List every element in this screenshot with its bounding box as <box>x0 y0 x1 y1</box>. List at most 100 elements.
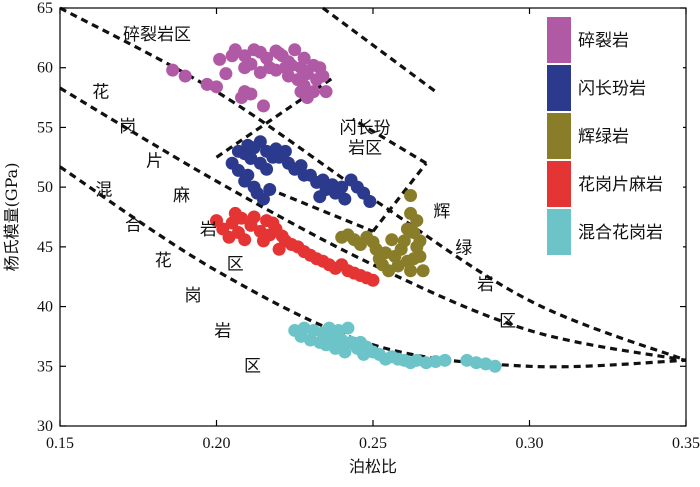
data-point-s1 <box>269 63 283 77</box>
data-point-s1 <box>210 80 223 94</box>
legend-swatch-5 <box>547 209 571 255</box>
boundary-line-1 <box>59 6 687 362</box>
data-point-s1 <box>166 63 180 77</box>
boundary-line-3 <box>59 165 687 369</box>
data-point-s5 <box>488 359 502 373</box>
x-tick-label: 0.15 <box>46 435 74 452</box>
data-point-s4 <box>247 210 261 224</box>
y-axis-title: 杨氏模量(GPa) <box>2 163 21 272</box>
region-label-3: 岗 <box>119 117 136 137</box>
region-label-3: 麻 <box>173 186 190 206</box>
data-point-s1 <box>213 52 227 66</box>
data-point-s3 <box>404 264 418 278</box>
y-tick-label: 50 <box>37 179 53 196</box>
data-point-s3 <box>385 233 399 247</box>
data-point-s1 <box>288 43 302 57</box>
x-tick-label: 0.20 <box>203 435 231 452</box>
data-point-s2 <box>241 138 255 152</box>
region-label-5: 绿 <box>455 238 472 258</box>
data-point-s1 <box>219 67 233 81</box>
data-point-s5 <box>332 323 346 337</box>
region-label-3: 片 <box>146 151 163 171</box>
data-point-s4 <box>272 242 286 256</box>
region-label-4: 花 <box>155 251 172 271</box>
region-label-4: 合 <box>125 216 142 236</box>
legend-label-4: 花岗片麻岩 <box>578 175 663 195</box>
data-point-s2 <box>335 180 349 194</box>
legend-label-1: 碎裂岩 <box>578 31 629 51</box>
data-point-s2 <box>241 168 255 182</box>
data-point-s3 <box>410 240 424 254</box>
y-tick-label: 35 <box>37 358 53 375</box>
data-point-s1 <box>272 46 286 60</box>
legend-swatch-3 <box>547 113 571 159</box>
y-tick-label: 55 <box>37 119 53 136</box>
data-point-s3 <box>397 234 411 248</box>
x-tick-label: 0.30 <box>516 435 544 452</box>
data-point-s2 <box>256 192 270 206</box>
data-point-s2 <box>338 192 352 206</box>
boundary-line-8 <box>351 117 428 165</box>
region-label-4: 区 <box>244 357 261 377</box>
legend-swatch-2 <box>547 65 571 111</box>
data-point-s2 <box>363 194 377 208</box>
region-label-4: 岗 <box>185 286 202 306</box>
data-point-s1 <box>228 43 242 57</box>
boundary-line-5 <box>321 6 437 93</box>
data-point-s1 <box>244 87 258 101</box>
data-point-s2 <box>253 135 267 149</box>
region-label-5: 辉 <box>433 202 450 222</box>
data-point-s2 <box>278 144 292 158</box>
region-label-4: 混 <box>95 181 112 201</box>
data-point-s1 <box>316 69 330 83</box>
data-point-s3 <box>410 214 424 228</box>
y-tick-label: 45 <box>37 239 53 256</box>
region-label-3: 岩 <box>200 220 217 240</box>
x-tick-label: 0.25 <box>359 435 387 452</box>
data-point-s4 <box>238 233 252 247</box>
region-label-5: 区 <box>499 311 516 331</box>
region-label-1: 碎裂岩区 <box>123 25 191 45</box>
data-points <box>166 43 502 373</box>
boundary-line-7 <box>371 162 428 233</box>
y-tick-label: 40 <box>37 299 53 316</box>
region-label-3: 区 <box>227 255 244 275</box>
data-point-s1 <box>178 69 192 83</box>
data-point-s1 <box>285 58 299 72</box>
data-point-s1 <box>238 61 252 75</box>
y-tick-label: 60 <box>37 60 53 77</box>
region-label-3: 花 <box>92 83 109 103</box>
y-tick-label: 30 <box>37 418 53 435</box>
data-point-s5 <box>438 353 452 367</box>
boundary-line-2 <box>59 86 687 362</box>
data-point-s3 <box>416 264 430 278</box>
data-point-s1 <box>319 85 333 99</box>
region-label-2: 闪长玢 <box>340 118 391 138</box>
data-point-s4 <box>366 273 380 287</box>
data-point-s2 <box>263 183 277 197</box>
data-point-s5 <box>338 345 352 359</box>
legend-label-5: 混合花岗岩 <box>578 223 663 243</box>
data-point-s2 <box>260 162 274 176</box>
data-point-s1 <box>307 85 321 99</box>
region-label-4: 岩 <box>214 321 231 341</box>
axis-ticks: 0.15 0.20 0.25 0.30 0.35 30 35 40 45 50 55 60 65 <box>37 0 700 452</box>
data-point-s2 <box>313 190 327 204</box>
legend-swatch-4 <box>547 161 571 207</box>
data-point-s1 <box>253 65 267 79</box>
x-axis-title: 泊松比 <box>349 457 397 476</box>
legend-label-3: 辉绿岩 <box>578 127 629 147</box>
data-point-s3 <box>404 189 418 203</box>
x-tick-label: 0.35 <box>672 435 700 452</box>
data-point-s4 <box>228 206 242 220</box>
region-label-5: 岩 <box>477 275 494 295</box>
legend-swatch-1 <box>547 17 571 63</box>
data-point-s1 <box>256 99 270 113</box>
data-point-s1 <box>297 51 311 65</box>
data-point-s4 <box>260 214 274 228</box>
boundary-line-6 <box>278 191 374 233</box>
y-tick-label: 65 <box>37 0 53 17</box>
